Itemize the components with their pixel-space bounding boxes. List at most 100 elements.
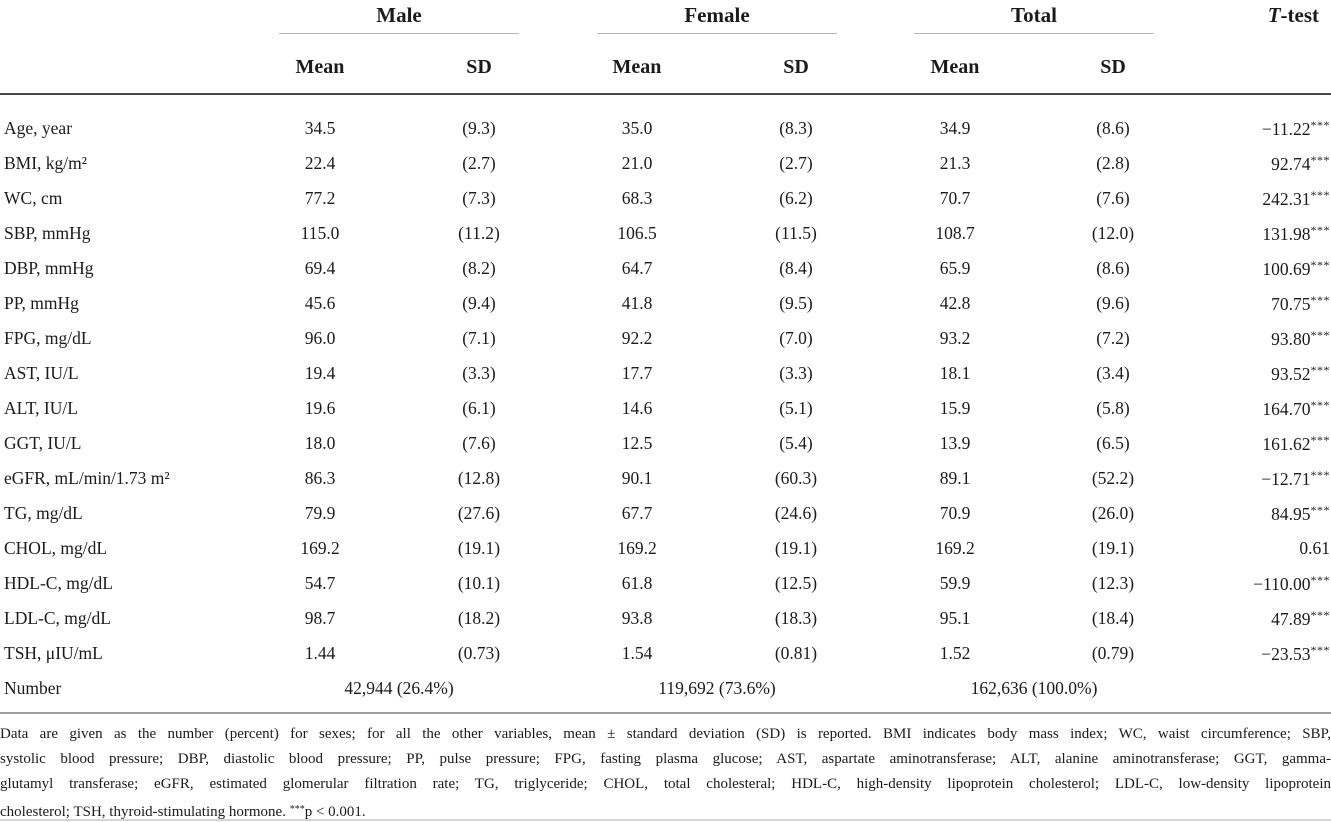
cell-male-mean: 19.6 — [304, 398, 336, 418]
row-label: ALT, IU/L — [4, 398, 78, 418]
table-row: GGT, IU/L 18.0 (7.6) 12.5 (5.4) 13.9 (6.5) 161.… — [0, 426, 1331, 461]
cell-total-mean: 21.3 — [939, 153, 971, 173]
cell-total-sd: (5.8) — [1096, 398, 1130, 418]
cell-ttest: 131.98*** — [1262, 222, 1330, 244]
cell-total-mean: 89.1 — [939, 468, 971, 488]
significance-stars: *** — [1310, 502, 1330, 517]
group-rule-total — [914, 33, 1154, 34]
cell-male-sd: (6.1) — [462, 398, 496, 418]
cell-female-sd: (5.1) — [779, 398, 813, 418]
group-rule-female — [597, 33, 837, 34]
table-row: PP, mmHg 45.6 (9.4) 41.8 (9.5) 42.8 (9.6) 70.75… — [0, 286, 1331, 321]
cell-ttest: −12.71*** — [1261, 467, 1330, 489]
cell-number-female: 119,692 (73.6%) — [658, 678, 776, 698]
cell-female-mean: 67.7 — [621, 503, 653, 523]
significance-stars: *** — [1310, 642, 1330, 657]
cell-ttest: −110.00*** — [1253, 572, 1330, 594]
table-body: Age, year 34.5 (9.3) 35.0 (8.3) 34.9 (8.6) −11.… — [0, 94, 1331, 706]
table-row: CHOL, mg/dL 169.2 (19.1) 169.2 (19.1) 169.2 (1… — [0, 531, 1331, 566]
cell-female-sd: (2.7) — [779, 153, 813, 173]
cell-male-sd: (9.4) — [462, 293, 496, 313]
cell-male-sd: (11.2) — [458, 223, 500, 243]
footnote-line: Data are given as the number (percent) f… — [0, 726, 1331, 742]
cell-total-sd: (8.6) — [1096, 258, 1130, 278]
cell-female-mean: 169.2 — [617, 538, 657, 558]
cell-total-sd: (6.5) — [1096, 433, 1130, 453]
column-header-female-mean: Mean — [558, 42, 716, 95]
cell-male-mean: 45.6 — [304, 293, 336, 313]
cell-male-mean: 77.2 — [304, 188, 336, 208]
group-label-total: Total — [1011, 3, 1057, 27]
significance-stars: *** — [1310, 152, 1330, 167]
cell-total-sd: (0.79) — [1091, 643, 1135, 663]
table-row: FPG, mg/dL 96.0 (7.1) 92.2 (7.0) 93.2 (7.2) 93.… — [0, 321, 1331, 356]
cell-ttest: −23.53*** — [1261, 642, 1330, 664]
cell-ttest: 161.62*** — [1262, 432, 1330, 454]
column-header-female-sd: SD — [716, 42, 876, 95]
cell-ttest: 92.74*** — [1271, 152, 1330, 174]
cell-total-mean: 15.9 — [939, 398, 971, 418]
significance-stars: *** — [289, 804, 305, 815]
cell-male-sd: (8.2) — [462, 258, 496, 278]
cell-male-sd: (9.3) — [462, 118, 496, 138]
row-label: BMI, kg/m² — [4, 153, 88, 173]
row-label: eGFR, mL/min/1.73 m² — [4, 468, 170, 488]
cell-female-sd: (60.3) — [774, 468, 818, 488]
cell-total-sd: (9.6) — [1096, 293, 1130, 313]
row-label: LDL-C, mg/dL — [4, 608, 111, 628]
cell-male-mean: 86.3 — [304, 468, 336, 488]
row-label: CHOL, mg/dL — [4, 538, 108, 558]
cell-total-mean: 93.2 — [939, 328, 971, 348]
number-row: Number 42,944 (26.4%) 119,692 (73.6%) 162,6… — [0, 671, 1331, 706]
bottom-rule — [0, 819, 1331, 821]
group-header-female: Female — [558, 0, 876, 42]
cell-female-mean: 41.8 — [621, 293, 653, 313]
table-row: eGFR, mL/min/1.73 m² 86.3 (12.8) 90.1 (60.3)… — [0, 461, 1331, 496]
cell-female-sd: (12.5) — [774, 573, 818, 593]
significance-stars: *** — [1310, 222, 1330, 237]
cell-total-mean: 70.9 — [939, 503, 971, 523]
cell-female-sd: (9.5) — [779, 293, 813, 313]
cell-total-sd: (18.4) — [1091, 608, 1135, 628]
table-row: Age, year 34.5 (9.3) 35.0 (8.3) 34.9 (8.6) −11.… — [0, 94, 1331, 146]
row-label: PP, mmHg — [4, 293, 79, 313]
cell-total-sd: (8.6) — [1096, 118, 1130, 138]
cell-female-sd: (3.3) — [779, 363, 813, 383]
cell-ttest: 84.95*** — [1271, 502, 1330, 524]
table-row: DBP, mmHg 69.4 (8.2) 64.7 (8.4) 65.9 (8.6) 100.… — [0, 251, 1331, 286]
cell-male-mean: 1.44 — [304, 643, 336, 663]
cell-female-mean: 68.3 — [621, 188, 653, 208]
cell-female-mean: 92.2 — [621, 328, 653, 348]
significance-stars: *** — [1310, 257, 1330, 272]
spacer-cell — [0, 0, 240, 42]
cell-total-sd: (52.2) — [1091, 468, 1135, 488]
table-row: TSH, μIU/mL 1.44 (0.73) 1.54 (0.81) 1.52 (0.79… — [0, 636, 1331, 671]
cell-total-sd: (7.2) — [1096, 328, 1130, 348]
cell-female-sd: (8.3) — [779, 118, 813, 138]
subheader-row: Mean SD Mean SD Mean SD — [0, 42, 1331, 95]
cell-male-sd: (7.3) — [462, 188, 496, 208]
spacer-cell — [0, 42, 240, 95]
cell-male-mean: 96.0 — [304, 328, 336, 348]
cell-total-mean: 169.2 — [935, 538, 975, 558]
cell-ttest: 70.75*** — [1271, 292, 1330, 314]
column-header-ttest: T-test — [1192, 0, 1331, 95]
cell-female-sd: (8.4) — [779, 258, 813, 278]
row-label: DBP, mmHg — [4, 258, 94, 278]
cell-female-sd: (5.4) — [779, 433, 813, 453]
group-label-male: Male — [376, 3, 422, 27]
cell-total-mean: 70.7 — [939, 188, 971, 208]
row-label: FPG, mg/dL — [4, 328, 92, 348]
column-header-male-sd: SD — [400, 42, 558, 95]
footnote-line: glutamyl transferase; eGFR, estimated gl… — [0, 776, 1331, 792]
cell-male-mean: 18.0 — [304, 433, 336, 453]
cell-female-sd: (7.0) — [779, 328, 813, 348]
cell-number-male: 42,944 (26.4%) — [344, 678, 454, 698]
cell-male-mean: 115.0 — [300, 223, 340, 243]
cell-female-mean: 61.8 — [621, 573, 653, 593]
table-header: Male Female Total T-test Mean SD Mean SD… — [0, 0, 1331, 95]
table-row: LDL-C, mg/dL 98.7 (18.2) 93.8 (18.3) 95.1 (18.… — [0, 601, 1331, 636]
cell-male-mean: 54.7 — [304, 573, 336, 593]
cell-male-mean: 69.4 — [304, 258, 336, 278]
table-row: SBP, mmHg 115.0 (11.2) 106.5 (11.5) 108.7 (12.… — [0, 216, 1331, 251]
